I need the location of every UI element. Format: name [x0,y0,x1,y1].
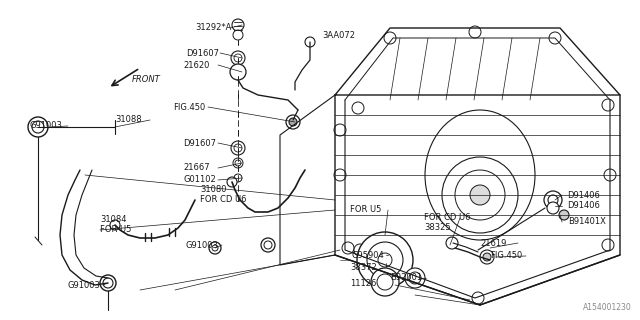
Circle shape [472,292,484,304]
Text: 21667: 21667 [183,164,210,172]
Circle shape [100,275,116,291]
Text: 21620: 21620 [183,60,209,69]
Circle shape [230,64,246,80]
Text: D91406: D91406 [567,202,600,211]
Circle shape [357,232,413,288]
Circle shape [559,210,569,220]
Circle shape [352,102,364,114]
Circle shape [261,238,275,252]
Circle shape [233,158,243,168]
Circle shape [110,220,120,230]
Text: 3AA072: 3AA072 [322,30,355,39]
Text: 11126: 11126 [350,279,376,289]
Circle shape [384,32,396,44]
Circle shape [446,237,458,249]
Circle shape [227,177,237,187]
Circle shape [334,124,346,136]
Circle shape [103,278,113,288]
Circle shape [602,99,614,111]
Text: G91003: G91003 [68,281,101,290]
Text: G95904: G95904 [352,251,385,260]
Circle shape [377,274,393,290]
Circle shape [233,30,243,40]
Text: B92001: B92001 [390,274,422,283]
Circle shape [209,242,221,254]
Circle shape [28,117,48,137]
Circle shape [409,272,421,284]
Text: FOR U5: FOR U5 [100,226,131,235]
Circle shape [602,239,614,251]
Circle shape [371,268,399,296]
Circle shape [480,250,494,264]
Circle shape [231,51,245,65]
Circle shape [367,242,403,278]
Circle shape [470,185,490,205]
Circle shape [455,170,505,220]
Ellipse shape [425,110,535,240]
Circle shape [549,32,561,44]
Text: D91607: D91607 [183,139,216,148]
Circle shape [342,242,354,254]
Text: FOR U5: FOR U5 [350,205,381,214]
Text: FIG.450: FIG.450 [173,102,205,111]
Circle shape [354,244,366,256]
Circle shape [305,37,315,47]
Circle shape [232,19,244,31]
Text: 31084: 31084 [100,215,127,225]
Circle shape [234,54,242,62]
Text: 38372: 38372 [350,262,377,271]
Text: G01102: G01102 [183,175,216,185]
Text: 31292*A: 31292*A [195,23,232,33]
Text: G91003: G91003 [30,122,63,131]
Circle shape [235,160,241,166]
Text: FRONT: FRONT [132,76,161,84]
Circle shape [544,191,562,209]
Text: B91401X: B91401X [568,218,606,227]
Circle shape [234,174,242,182]
Circle shape [378,253,392,267]
Text: 31088: 31088 [115,116,141,124]
Circle shape [334,169,346,181]
Text: FOR CD U6: FOR CD U6 [424,213,470,222]
Circle shape [548,195,558,205]
Text: 31080: 31080 [200,186,227,195]
Circle shape [289,118,297,126]
Circle shape [405,268,425,288]
Circle shape [286,115,300,129]
Text: G91003: G91003 [186,241,219,250]
Circle shape [604,169,616,181]
Text: FIG.450: FIG.450 [490,252,522,260]
Circle shape [442,157,518,233]
Circle shape [231,141,245,155]
Text: D91406: D91406 [567,190,600,199]
Circle shape [234,144,242,152]
Circle shape [212,245,218,251]
Circle shape [483,253,491,261]
Text: 21619: 21619 [480,238,506,247]
Circle shape [547,202,559,214]
Circle shape [469,26,481,38]
Circle shape [32,121,44,133]
Text: A154001230: A154001230 [583,303,632,312]
Text: FOR CD U6: FOR CD U6 [200,196,246,204]
Text: 38325: 38325 [424,223,451,233]
Text: D91607: D91607 [186,49,219,58]
Circle shape [264,241,272,249]
